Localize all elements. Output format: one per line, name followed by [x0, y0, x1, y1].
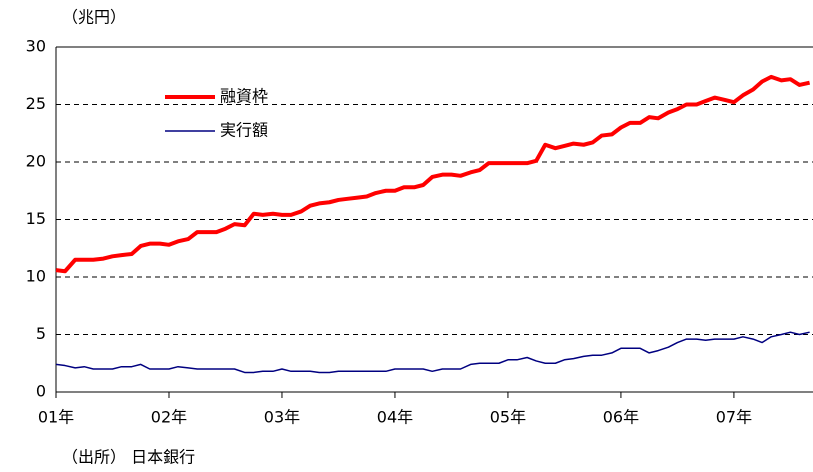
- y-tick-label: 20: [26, 152, 46, 171]
- y-tick-label: 5: [36, 324, 46, 343]
- y-unit-label: （兆円）: [62, 8, 126, 27]
- x-tick-label: 06年: [603, 408, 639, 427]
- series-line: [55, 74, 811, 274]
- source-note: （出所） 日本銀行: [62, 448, 195, 467]
- x-tick-label: 04年: [377, 408, 413, 427]
- x-tick-label: 01年: [38, 408, 74, 427]
- y-tick-label: 0: [36, 382, 46, 401]
- legend-label: 実行額: [220, 121, 268, 140]
- x-tick-label: 03年: [264, 408, 300, 427]
- x-tick-label: 02年: [151, 408, 187, 427]
- y-tick-label: 25: [26, 94, 46, 113]
- y-tick-label: 30: [26, 37, 46, 56]
- y-tick-label: 15: [26, 209, 46, 228]
- x-tick-label: 05年: [490, 408, 526, 427]
- series-line: [55, 331, 810, 374]
- x-tick-label: 07年: [716, 408, 752, 427]
- legend-label: 融資枠: [220, 87, 268, 106]
- y-tick-label: 10: [26, 267, 46, 286]
